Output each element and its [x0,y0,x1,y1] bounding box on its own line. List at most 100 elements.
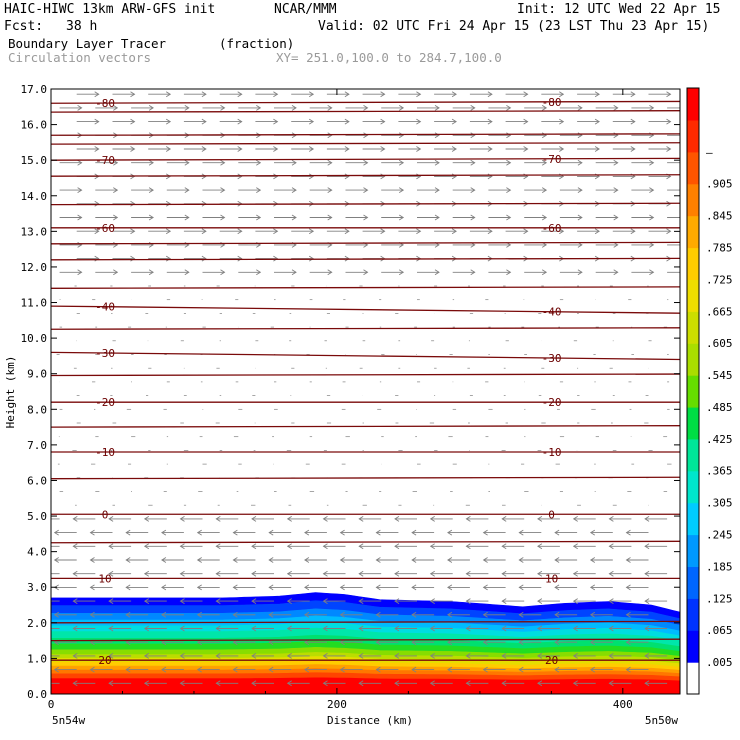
wind-vector-head [398,105,405,111]
wind-vector-head [589,611,596,618]
wind-vector-head [625,584,631,591]
wind-vector-head [411,639,417,646]
wind-vector-head [470,159,476,166]
wind-vector-head [625,557,631,563]
wind-vector-head [72,516,78,522]
y-tick-label: 10.0 [21,332,48,345]
wind-vector-head [179,680,185,687]
wind-vector-head [89,584,95,591]
colorbar-label: .785 [706,242,733,255]
wind-vector-head [434,269,440,276]
wind-vector-head [201,118,207,125]
wind-vector-head [344,228,350,235]
wind-vector-head [429,680,435,687]
wind-vector-head [465,543,471,550]
wind-vector-head [184,269,190,276]
wind-vector-head [398,214,405,221]
wind-vector-head [649,105,655,111]
wind-vector-head [380,173,386,180]
wind-vector-head [237,91,243,98]
wind-vector-head [447,584,453,591]
wind-vector-head [589,639,596,646]
wind-vector-head [506,159,512,166]
wind-vector-head [256,105,262,111]
wind-vector-head [447,666,453,673]
wind-vector-head [344,173,350,180]
colorbar-swatch [687,183,699,217]
wind-vector-head [201,255,207,262]
wind-vector-head [130,91,136,98]
circulation-vectors [51,91,680,687]
wind-vector-head [339,584,345,591]
wind-vector-head [465,516,471,522]
wind-vector-head [94,228,100,235]
wind-vector-head [375,666,381,673]
wind-vector-head [482,639,488,646]
colorbar-label: .065 [706,624,733,637]
wind-vector-head [649,187,655,193]
wind-vector-head [644,598,650,604]
wind-vector-head [613,214,619,221]
contour-label: 10 [98,572,111,585]
wind-vector-head [537,543,543,550]
y-tick-label: 4.0 [27,546,47,559]
wind-vector-head [394,653,400,659]
colorbar-label: .545 [706,369,733,382]
wind-vector-head [644,570,650,577]
colorbar-swatch [687,343,699,376]
wind-vector-head [394,680,400,687]
wind-vector-head [339,611,345,618]
wind-vector-head [577,105,583,111]
wind-vector-head [304,529,310,536]
wind-vector-head [108,625,114,632]
wind-vector-head [184,159,190,166]
wind-vector-head [108,680,114,687]
wind-vector-head [72,598,78,604]
plot-frame [50,88,681,695]
wind-vector-head [148,105,154,111]
wind-vector-head [363,105,369,111]
wind-vector-head [523,146,529,152]
wind-vector-head [256,269,262,276]
contour-label: -80 [95,97,115,110]
colorbar-label: .245 [706,529,733,542]
wind-vector-head [165,255,172,262]
wind-vector-head [358,598,364,604]
colorbar-swatch [687,247,699,280]
wind-vector-head [344,118,350,125]
wind-vector-head [268,611,274,618]
wind-vector-head [416,91,422,98]
wind-vector-head [465,598,471,604]
wind-vector-head [649,214,655,221]
temperature-contour [51,425,680,428]
wind-vector-head [358,625,364,632]
wind-vector-head [89,611,95,618]
wind-vector-head [554,584,560,591]
temperature-contour [51,142,680,145]
wind-vector-head [554,639,560,646]
wind-vector-head [215,570,221,577]
wind-vector-head [148,214,154,221]
field-name: Boundary Layer Tracer [8,36,167,51]
temperature-contour [51,157,680,161]
y-tick-label: 16.0 [21,119,48,132]
wind-vector-head [630,118,636,125]
wind-vector-head [447,611,453,618]
colorbar-swatch [687,279,699,312]
y-tick-label: 7.0 [27,439,47,452]
wind-vector-head [398,187,405,193]
colorbar-swatch [687,630,699,663]
x-tick-label: 200 [327,698,347,711]
wind-vector-head [594,91,600,98]
wind-vector-head [434,187,440,193]
wind-vector-head [451,91,457,98]
wind-vector-head [308,118,315,125]
temperature-contour [51,286,680,289]
y-tick-label: 1.0 [27,652,47,665]
colorbar-label: .125 [706,592,733,605]
wind-vector-head [554,611,560,618]
wind-vector-head [501,680,507,687]
wind-vector-head [268,666,274,673]
wind-vector-head [630,146,636,152]
wind-vector-head [554,529,560,536]
